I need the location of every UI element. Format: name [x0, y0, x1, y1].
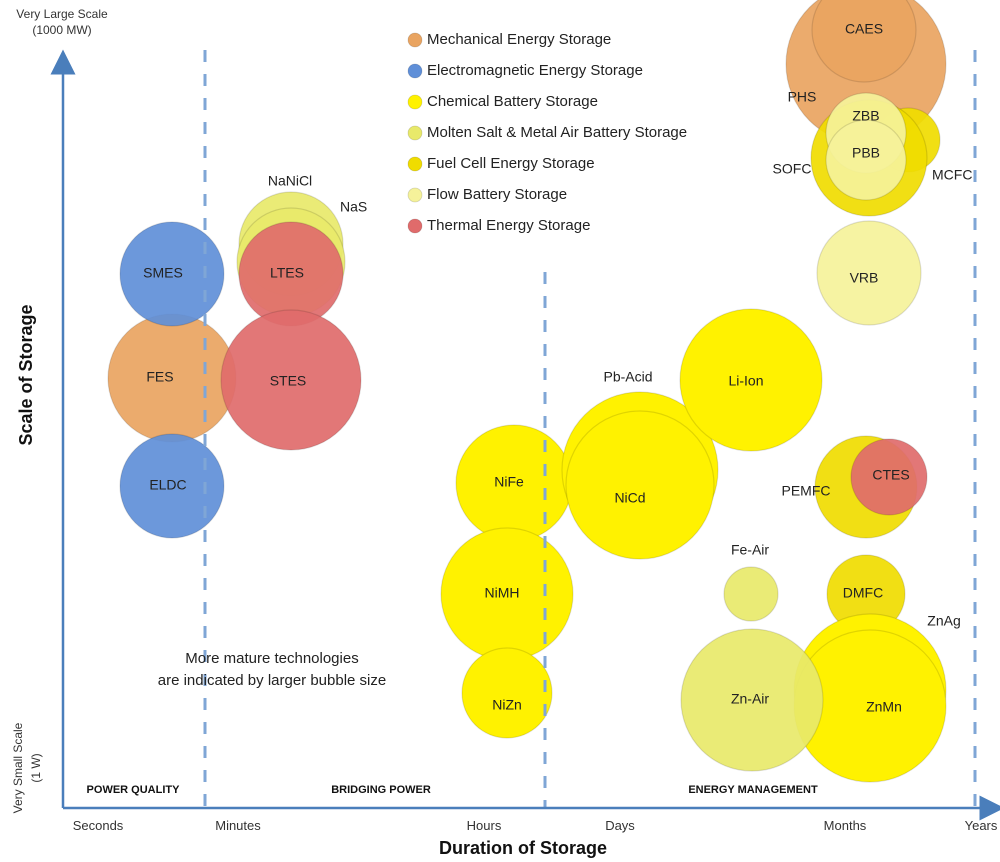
bubble-label-vrb: VRB: [850, 270, 879, 286]
x-tick-hours: Hours: [467, 818, 502, 833]
annotation-line1: More mature technologies: [185, 650, 358, 667]
x-tick-minutes: Minutes: [215, 818, 261, 833]
x-axis-title: Duration of Storage: [439, 838, 607, 858]
bubble-vrb: [816, 220, 922, 326]
bubble-smes: [119, 221, 225, 327]
y-top-label-line1: Very Large Scale: [16, 7, 108, 21]
bubble-label-phs: PHS: [788, 89, 817, 105]
legend-swatch-chemical-battery-storage: [407, 94, 423, 110]
region-energy-management: ENERGY MANAGEMENT: [688, 784, 818, 796]
bubble-label-nas: NaS: [340, 199, 367, 215]
bubble-label-pemfc: PEMFC: [782, 483, 831, 499]
x-tick-years: Years: [965, 818, 998, 833]
legend-label-mechanical-energy-storage: Mechanical Energy Storage: [427, 31, 611, 48]
bubble-label-pbb: PBB: [852, 145, 880, 161]
bubble-label-ltes: LTES: [270, 265, 304, 281]
region-labels: POWER QUALITY BRIDGING POWER ENERGY MANA…: [87, 784, 818, 796]
bubble-label-ctes: CTES: [872, 467, 909, 483]
x-tick-months: Months: [824, 818, 867, 833]
legend-swatch-flow-battery-storage: [407, 187, 423, 203]
bubble-label-mcfc: MCFC: [932, 167, 972, 183]
bubble-label-li-ion: Li-Ion: [728, 373, 763, 389]
bubble-pbb: [825, 119, 907, 201]
bubble-nicd: [565, 410, 715, 560]
legend-swatch-molten-salt-metal-air-battery-storage: [407, 125, 423, 141]
bubble-label-sofc: SOFC: [773, 161, 812, 177]
bubble-label-eldc: ELDC: [149, 477, 186, 493]
bubble-label-dmfc: DMFC: [843, 585, 883, 601]
bubble-label-nanicl: NaNiCl: [268, 173, 312, 189]
bubble-nizn: [461, 647, 553, 739]
bubble-label-stes: STES: [270, 373, 307, 389]
bubble-layer: PHS CAES FES SMES ELDC NaS NaNiCl LTES STES NiFe N…: [107, 0, 972, 783]
region-dividers: [203, 50, 977, 808]
bubble-label-zn-air: Zn-Air: [731, 691, 769, 707]
legend-label-electromagnetic-energy-storage: Electromagnetic Energy Storage: [427, 62, 643, 79]
bubble-zn-air: [680, 628, 824, 772]
bubble-label-caes: CAES: [845, 21, 883, 37]
bubble-ctes: [850, 438, 928, 516]
y-top-label-line2: (1000 MW): [32, 23, 91, 37]
bubble-label-zbb: ZBB: [852, 108, 879, 124]
bubble-stes: [220, 309, 362, 451]
legend: Mechanical Energy Storage Electromagnetic…: [407, 31, 687, 234]
y-bottom-label-line1: Very Small Scale: [11, 722, 25, 813]
legend-label-chemical-battery-storage: Chemical Battery Storage: [427, 93, 598, 110]
legend-swatch-mechanical-energy-storage: [407, 32, 423, 48]
bubble-eldc: [119, 433, 225, 539]
legend-swatch-thermal-energy-storage: [407, 218, 423, 234]
axes: [50, 49, 1000, 821]
bubble-li-ion: [679, 308, 823, 452]
bubble-label-smes: SMES: [143, 265, 183, 281]
legend-label-molten-salt-metal-air-battery-storage: Molten Salt & Metal Air Battery Storage: [427, 124, 687, 141]
bubble-fe-air: [723, 566, 779, 622]
bubble-label-nicd: NiCd: [614, 490, 645, 506]
bubble-label-znmn: ZnMn: [866, 699, 902, 715]
bubble-label-nizn: NiZn: [492, 697, 522, 713]
bubble-label-nife: NiFe: [494, 474, 524, 490]
bubble-label-fes: FES: [146, 369, 173, 385]
x-tick-days: Days: [605, 818, 635, 833]
x-tick-labels: Seconds Minutes Hours Days Months Years: [73, 818, 998, 833]
legend-label-thermal-energy-storage: Thermal Energy Storage: [427, 217, 590, 234]
legend-swatch-electromagnetic-energy-storage: [407, 63, 423, 79]
annotation-line2: are indicated by larger bubble size: [158, 672, 386, 689]
bubble-caes: [811, 0, 917, 83]
bubble-label-nimh: NiMH: [485, 585, 520, 601]
region-bridging-power: BRIDGING POWER: [331, 784, 431, 796]
legend-label-fuel-cell-energy-storage: Fuel Cell Energy Storage: [427, 155, 595, 172]
region-power-quality: POWER QUALITY: [87, 784, 181, 796]
legend-label-flow-battery-storage: Flow Battery Storage: [427, 186, 567, 203]
bubble-label-znag: ZnAg: [927, 613, 960, 629]
legend-swatch-fuel-cell-energy-storage: [407, 156, 423, 172]
y-axis-title: Scale of Storage: [16, 304, 36, 445]
bubble-label-fe-air: Fe-Air: [731, 542, 769, 558]
y-bottom-label-line2: (1 W): [29, 753, 43, 782]
bubble-labels: PHS CAES FES SMES ELDC NaS NaNiCl LTES STES NiFe N…: [143, 21, 972, 715]
x-tick-seconds: Seconds: [73, 818, 124, 833]
bubble-label-pb-acid: Pb-Acid: [603, 369, 652, 385]
